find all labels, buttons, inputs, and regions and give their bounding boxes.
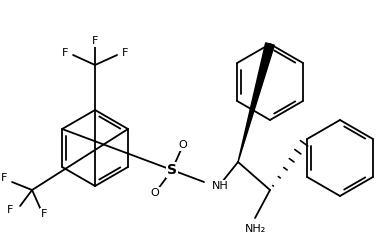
Text: F: F: [1, 173, 7, 183]
Text: O: O: [151, 188, 160, 198]
Text: F: F: [62, 48, 68, 58]
Text: F: F: [92, 36, 98, 46]
Text: F: F: [7, 205, 13, 215]
Polygon shape: [238, 43, 274, 162]
Text: NH: NH: [212, 181, 229, 191]
Text: S: S: [167, 163, 177, 177]
Text: O: O: [179, 140, 187, 150]
Text: F: F: [122, 48, 128, 58]
Text: NH₂: NH₂: [244, 224, 266, 234]
Text: F: F: [41, 209, 47, 219]
